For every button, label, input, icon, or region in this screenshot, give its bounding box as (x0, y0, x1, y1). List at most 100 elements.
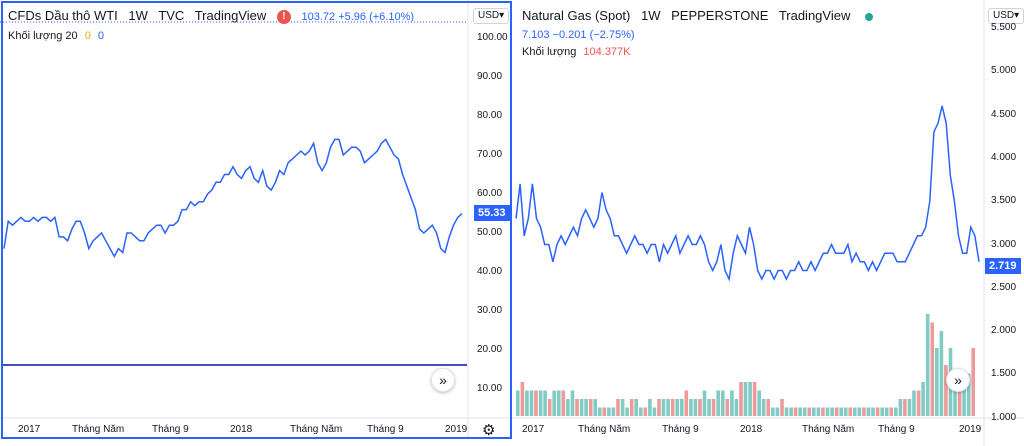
volume-bar (807, 407, 812, 416)
volume-bar (871, 407, 875, 416)
volume-bar (857, 407, 862, 416)
gear-icon[interactable]: ⚙ (482, 422, 496, 439)
time-tick-label: 2017 (18, 424, 41, 435)
price-tick-label: 60.00 (477, 188, 503, 199)
volume-bar (916, 390, 921, 416)
volume-bar (625, 407, 629, 416)
volume-bar (848, 407, 853, 416)
price-tick-label: 70.00 (477, 149, 503, 160)
price-tick-label: 80.00 (477, 110, 503, 121)
volume-bar (971, 348, 975, 416)
volume-bar (652, 407, 657, 416)
volume-bar (884, 407, 889, 416)
last-price-tag: 2.719 (985, 258, 1021, 274)
volume-bar (588, 399, 593, 416)
volume-bar (680, 399, 684, 416)
scroll-to-realtime-button[interactable]: » (946, 368, 970, 392)
volume-bar (939, 331, 944, 416)
volume-bar (825, 407, 830, 416)
volume-bar (953, 373, 957, 416)
volume-bar (894, 407, 898, 416)
scroll-to-realtime-button[interactable]: » (431, 368, 455, 392)
currency-dropdown[interactable]: USD▾ (473, 8, 510, 24)
volume-bar (793, 407, 798, 416)
volume-bar (862, 407, 866, 416)
price-tick-label: 30.00 (477, 305, 503, 316)
wti-price-line (3, 138, 463, 258)
volume-bar (520, 382, 525, 416)
volume-value-2: 0 (97, 30, 104, 42)
volume-bar (634, 399, 638, 416)
volume-bar (629, 399, 634, 416)
last-price-tag: 55.33 (474, 205, 510, 221)
volume-bar (875, 407, 880, 416)
symbol-title[interactable]: CFDs Dầu thô WTI (8, 8, 118, 23)
volume-bar (575, 399, 579, 416)
alert-icon[interactable]: ! (276, 9, 291, 24)
source-label: TradingView (194, 8, 267, 23)
volume-bar (616, 399, 620, 416)
exchange-label: TVC (158, 8, 185, 23)
wti-chart-pane[interactable]: CFDs Dầu thô WTI 1W TVC TradingView ! 10… (0, 0, 514, 446)
volume-bar (670, 399, 675, 416)
interval-label[interactable]: 1W (641, 8, 661, 23)
interval-label[interactable]: 1W (128, 8, 148, 23)
volume-bar (547, 399, 552, 416)
volume-bar (730, 390, 734, 416)
volume-bar (912, 390, 916, 416)
price-change-text: 103.72 +5.96 (+6.10%) (301, 11, 415, 23)
volume-bar (693, 399, 698, 416)
volume-bar (743, 382, 748, 416)
time-tick-label: 2018 (230, 424, 253, 435)
volume-bar (570, 390, 575, 416)
volume-bar (966, 373, 971, 416)
symbol-title[interactable]: Natural Gas (Spot) (522, 8, 631, 23)
volume-bar (935, 348, 939, 416)
price-tick-label: 5.500 (991, 22, 1017, 33)
price-tick-label: 90.00 (477, 71, 503, 82)
volume-bar (812, 407, 816, 416)
time-tick-label: 2019 (959, 424, 982, 435)
volume-bar (561, 390, 566, 416)
time-tick-label: Tháng 9 (367, 424, 404, 435)
volume-bar (721, 390, 725, 416)
volume-bar (543, 390, 547, 416)
currency-dropdown[interactable]: USD▾ (988, 8, 1024, 24)
volume-bar (643, 407, 648, 416)
volume-bar (898, 399, 903, 416)
volume-value: 104.377K (583, 46, 631, 58)
volume-bar (675, 399, 679, 416)
volume-bar (579, 399, 584, 416)
volume-bar (766, 399, 771, 416)
price-tick-label: 100.00 (477, 32, 508, 43)
time-tick-label: Tháng 9 (152, 424, 189, 435)
volume-bar (962, 373, 966, 416)
volume-bar (843, 407, 848, 416)
volume-bar (839, 407, 843, 416)
volume-bar (903, 399, 907, 416)
volume-bar (853, 407, 857, 416)
volume-value-1: 0 (84, 30, 91, 42)
volume-bar (698, 399, 702, 416)
volume-bar (534, 390, 538, 416)
volume-bar (880, 407, 884, 416)
time-tick-label: 2018 (740, 424, 763, 435)
time-tick-label: 2017 (522, 424, 545, 435)
volume-bar (689, 399, 693, 416)
volume-bar (611, 407, 616, 416)
volume-bar (957, 382, 962, 416)
natgas-chart-pane[interactable]: Natural Gas (Spot) 1W PEPPERSTONE Tradin… (514, 0, 1024, 446)
volume-bar (593, 399, 597, 416)
chevron-down-icon: ▾ (499, 10, 505, 21)
price-tick-label: 40.00 (477, 266, 503, 277)
volume-bar (889, 407, 894, 416)
volume-bar (748, 382, 752, 416)
volume-bar (648, 399, 652, 416)
price-change-text: 7.103 −0.201 (−2.75%) (522, 29, 635, 41)
volume-bar (516, 390, 520, 416)
price-tick-label: 5.000 (991, 65, 1017, 77)
time-tick-label: Tháng Năm (578, 424, 631, 435)
volume-bar (761, 399, 766, 416)
volume-bar (734, 399, 739, 416)
wti-chart-header: CFDs Dầu thô WTI 1W TVC TradingView ! 10… (8, 8, 421, 24)
